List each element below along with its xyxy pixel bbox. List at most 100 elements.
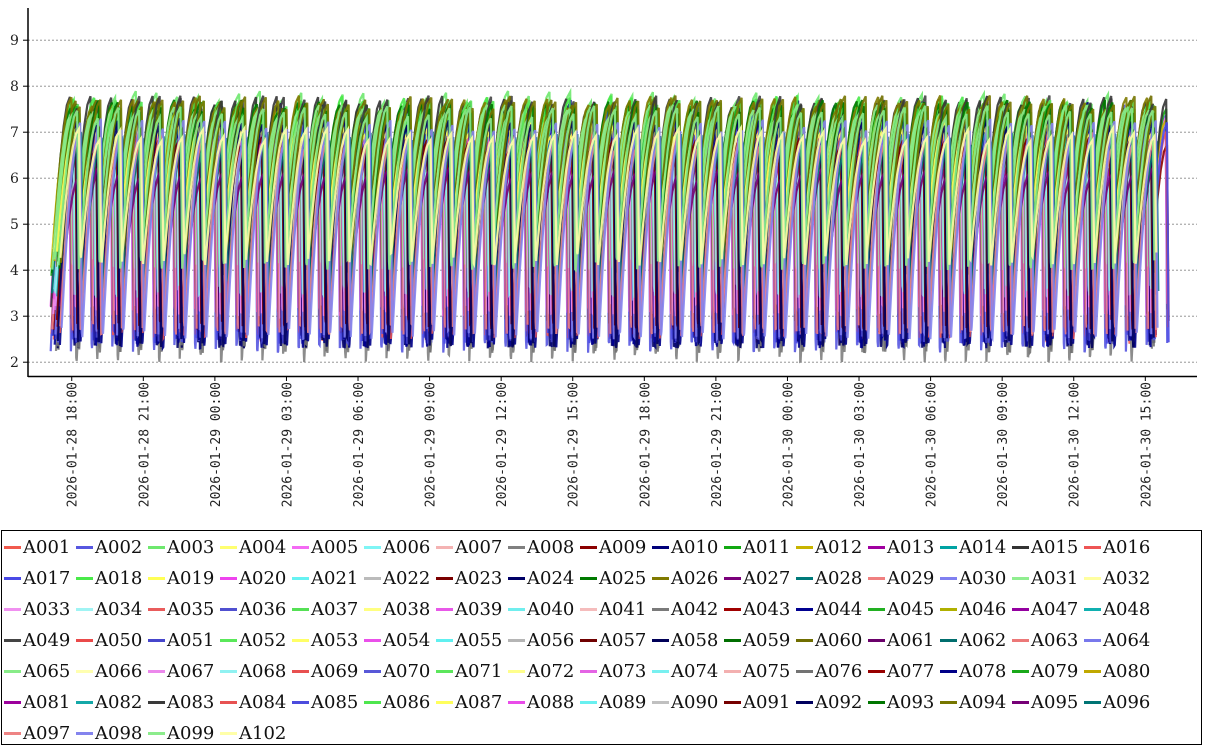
legend-item-a032: A032	[1084, 563, 1156, 594]
legend-swatch	[796, 577, 813, 580]
legend-item-a090: A090	[652, 687, 724, 718]
legend-item-a062: A062	[940, 625, 1012, 656]
legend-item-a048: A048	[1084, 594, 1156, 625]
legend-item-a007: A007	[436, 532, 508, 563]
legend-swatch	[4, 670, 21, 673]
x-tick-label: 2026-01-29 18:00	[638, 382, 653, 507]
legend-swatch	[940, 701, 957, 704]
legend-swatch	[652, 608, 669, 611]
legend-item-a004: A004	[220, 532, 292, 563]
legend-item-a074: A074	[652, 656, 724, 687]
x-tick-label: 2026-01-29 03:00	[280, 382, 295, 507]
legend-swatch	[76, 732, 93, 735]
legend-item-a023: A023	[436, 563, 508, 594]
legend-swatch	[220, 670, 237, 673]
legend-swatch	[796, 546, 813, 549]
legend-item-a020: A020	[220, 563, 292, 594]
x-tick-label: 2026-01-30 03:00	[853, 382, 868, 507]
legend-swatch	[364, 670, 381, 673]
legend-item-a097: A097	[4, 718, 76, 749]
legend-swatch	[148, 639, 165, 642]
legend-swatch	[580, 701, 597, 704]
legend-item-a021: A021	[292, 563, 364, 594]
legend-item-a035: A035	[148, 594, 220, 625]
legend-label: A071	[455, 661, 503, 682]
legend-item-a037: A037	[292, 594, 364, 625]
legend-swatch	[796, 701, 813, 704]
legend-swatch	[580, 608, 597, 611]
legend-item-a047: A047	[1012, 594, 1084, 625]
legend-swatch	[436, 639, 453, 642]
legend-swatch	[148, 701, 165, 704]
legend-swatch	[1084, 701, 1101, 704]
legend-swatch	[292, 577, 309, 580]
legend-label: A061	[887, 630, 935, 651]
legend-swatch	[76, 701, 93, 704]
legend-item-a070: A070	[364, 656, 436, 687]
legend-label: A055	[455, 630, 503, 651]
legend-item-a001: A001	[4, 532, 76, 563]
legend-swatch	[292, 546, 309, 549]
legend-swatch	[220, 701, 237, 704]
legend-item-a086: A086	[364, 687, 436, 718]
legend-swatch	[148, 546, 165, 549]
legend-swatch	[436, 546, 453, 549]
legend-label: A027	[743, 568, 791, 589]
legend-item-a066: A066	[76, 656, 148, 687]
legend-swatch	[508, 608, 525, 611]
legend-item-a093: A093	[868, 687, 940, 718]
legend-label: A088	[527, 692, 575, 713]
legend-swatch	[1084, 577, 1101, 580]
legend-swatch	[580, 577, 597, 580]
legend-label: A089	[599, 692, 647, 713]
x-tick-label: 2026-01-29 00:00	[209, 382, 224, 507]
legend-swatch	[1012, 608, 1029, 611]
legend-label: A043	[743, 599, 791, 620]
legend-label: A060	[815, 630, 863, 651]
legend-label: A058	[671, 630, 719, 651]
legend-swatch	[4, 732, 21, 735]
legend-swatch	[436, 608, 453, 611]
legend-swatch	[364, 608, 381, 611]
legend-swatch	[148, 732, 165, 735]
legend-swatch	[292, 670, 309, 673]
x-tick-label: 2026-01-28 18:00	[66, 382, 81, 507]
legend-item-a018: A018	[76, 563, 148, 594]
legend-label: A013	[887, 537, 935, 558]
legend-item-a051: A051	[148, 625, 220, 656]
legend-item-a058: A058	[652, 625, 724, 656]
legend-item-a016: A016	[1084, 532, 1156, 563]
x-tick-label: 2026-01-30 06:00	[925, 382, 940, 507]
legend-swatch	[76, 546, 93, 549]
legend-item-a050: A050	[76, 625, 148, 656]
legend-swatch	[1012, 639, 1029, 642]
series-line-a002	[49, 104, 1169, 353]
legend-item-a053: A053	[292, 625, 364, 656]
legend-item-a061: A061	[868, 625, 940, 656]
legend-item-a014: A014	[940, 532, 1012, 563]
legend-item-a082: A082	[76, 687, 148, 718]
legend-label: A099	[167, 723, 215, 744]
legend-swatch	[1012, 577, 1029, 580]
legend-swatch	[220, 639, 237, 642]
legend-item-a002: A002	[76, 532, 148, 563]
legend-item-a049: A049	[4, 625, 76, 656]
legend-label: A052	[239, 630, 287, 651]
legend-swatch	[796, 639, 813, 642]
legend-item-a042: A042	[652, 594, 724, 625]
legend-swatch	[940, 670, 957, 673]
legend-item-a010: A010	[652, 532, 724, 563]
legend-label: A067	[167, 661, 215, 682]
legend-label: A042	[671, 599, 719, 620]
legend-label: A073	[599, 661, 647, 682]
legend-item-a081: A081	[4, 687, 76, 718]
legend-label: A086	[383, 692, 431, 713]
legend-label: A019	[167, 568, 215, 589]
y-tick-label: 2	[10, 355, 19, 371]
legend-label: A008	[527, 537, 575, 558]
legend-swatch	[940, 577, 957, 580]
legend-item-a045: A045	[868, 594, 940, 625]
legend-item-a096: A096	[1084, 687, 1156, 718]
legend-label: A076	[815, 661, 863, 682]
legend-label: A082	[95, 692, 143, 713]
